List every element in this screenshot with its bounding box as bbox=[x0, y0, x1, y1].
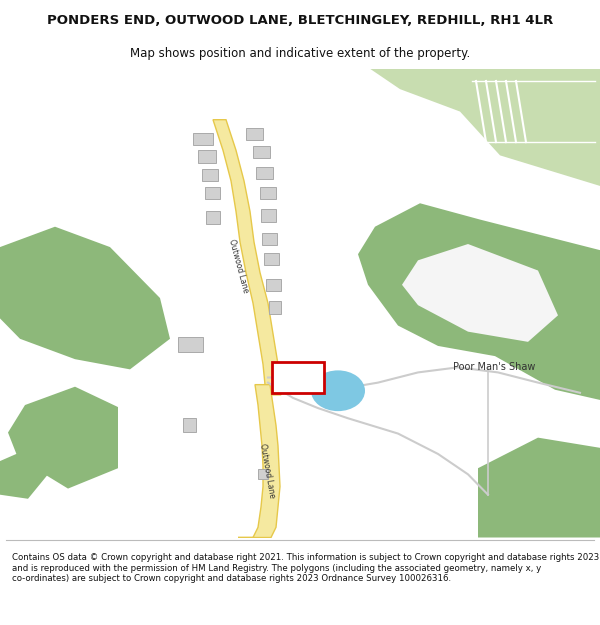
Text: Poor Man's Shaw: Poor Man's Shaw bbox=[453, 362, 535, 372]
Text: Contains OS data © Crown copyright and database right 2021. This information is : Contains OS data © Crown copyright and d… bbox=[12, 553, 599, 583]
Polygon shape bbox=[370, 69, 600, 186]
Polygon shape bbox=[256, 167, 273, 179]
Polygon shape bbox=[258, 469, 268, 479]
Polygon shape bbox=[8, 387, 118, 489]
Polygon shape bbox=[213, 120, 281, 395]
Polygon shape bbox=[205, 187, 220, 199]
Polygon shape bbox=[261, 209, 276, 222]
Polygon shape bbox=[246, 128, 263, 140]
Ellipse shape bbox=[311, 371, 365, 411]
Polygon shape bbox=[238, 384, 280, 538]
Polygon shape bbox=[198, 150, 216, 162]
Polygon shape bbox=[260, 187, 276, 199]
Polygon shape bbox=[402, 244, 558, 342]
Polygon shape bbox=[253, 146, 270, 158]
Polygon shape bbox=[178, 337, 203, 352]
Polygon shape bbox=[0, 227, 170, 369]
Polygon shape bbox=[478, 438, 600, 538]
Polygon shape bbox=[358, 203, 600, 400]
Polygon shape bbox=[269, 301, 281, 314]
Polygon shape bbox=[193, 133, 213, 145]
Polygon shape bbox=[0, 449, 48, 499]
Polygon shape bbox=[262, 232, 277, 245]
Polygon shape bbox=[206, 211, 220, 224]
Polygon shape bbox=[264, 253, 279, 266]
Polygon shape bbox=[266, 279, 281, 291]
Polygon shape bbox=[183, 418, 196, 431]
Bar bbox=[272, 362, 324, 392]
Text: Outwood Lane: Outwood Lane bbox=[227, 238, 250, 294]
Text: PONDERS END, OUTWOOD LANE, BLETCHINGLEY, REDHILL, RH1 4LR: PONDERS END, OUTWOOD LANE, BLETCHINGLEY,… bbox=[47, 14, 553, 28]
Text: Map shows position and indicative extent of the property.: Map shows position and indicative extent… bbox=[130, 48, 470, 61]
Text: Outwood Lane: Outwood Lane bbox=[258, 442, 277, 498]
Polygon shape bbox=[202, 169, 218, 181]
